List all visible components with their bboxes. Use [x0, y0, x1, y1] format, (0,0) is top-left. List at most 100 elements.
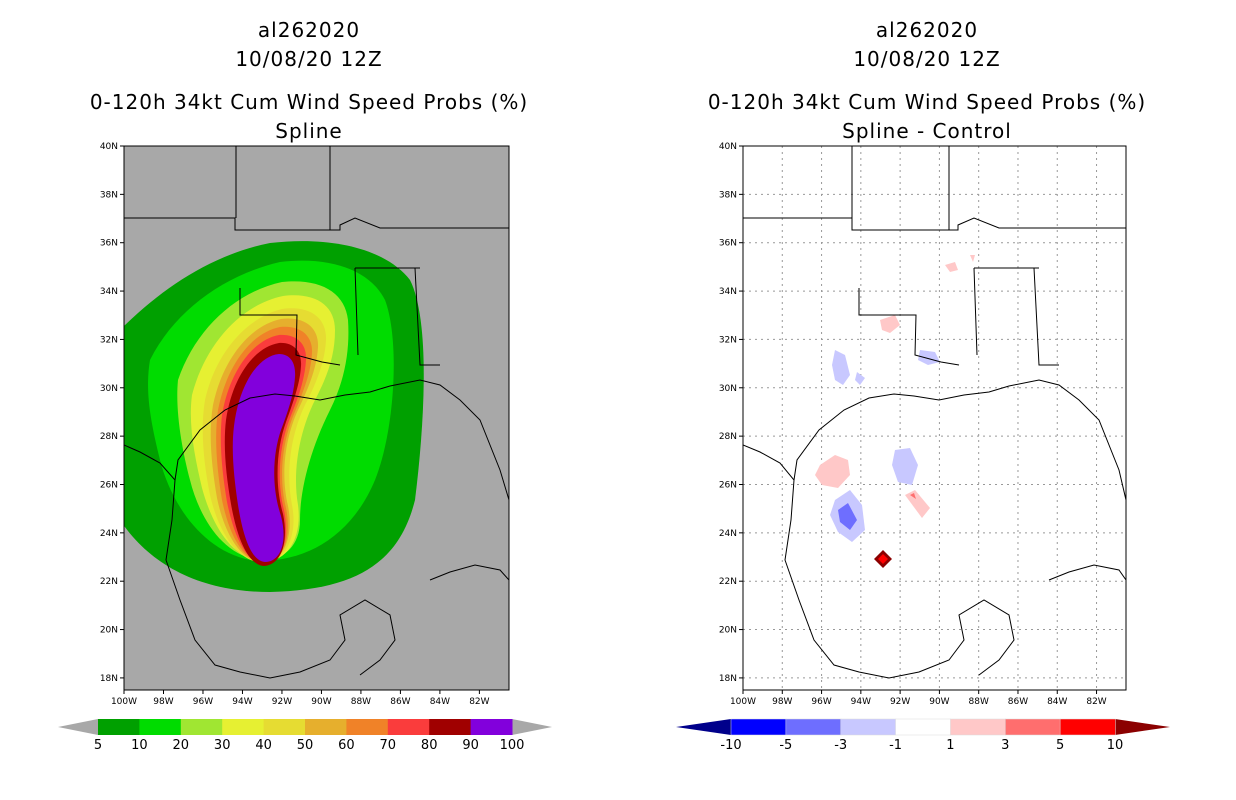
left-coastlines [124, 146, 509, 679]
colorbar-high-arrow [1115, 719, 1170, 735]
diff-pos-blob-5 [905, 490, 930, 518]
colorbar-low-arrow [58, 719, 98, 735]
colorbar-label: 5 [1056, 738, 1064, 753]
lon-label: 90W [311, 697, 331, 707]
colorbar-label: 10 [131, 738, 148, 753]
lat-label: 18N [719, 674, 737, 684]
colorbar-swatch [1059, 718, 1116, 736]
left-storm-id: al262020 [257, 18, 361, 42]
lon-label: 84W [1047, 697, 1067, 707]
lat-label: 24N [100, 529, 118, 539]
colorbar-swatch [387, 719, 430, 735]
left-init-time: 10/08/20 12Z [235, 47, 383, 71]
diff-neg-core [838, 503, 857, 530]
lat-label: 24N [719, 529, 737, 539]
colorbar-label: 100 [500, 738, 525, 753]
lon-label: 94W [851, 697, 871, 707]
colorbar-swatch [785, 718, 842, 736]
diff-neg-blob-1 [832, 350, 850, 385]
us-coastline [174, 379, 509, 501]
colorbar-swatch [139, 719, 182, 735]
right-colorbar: -10 -5 -3 -1 1 3 5 10 [676, 718, 1170, 753]
lon-label: 100W [730, 697, 756, 707]
lat-label: 26N [719, 480, 737, 490]
left-probability-contours [124, 241, 424, 592]
colorbar-label: -1 [889, 738, 902, 753]
colorbar-label: 1 [946, 738, 954, 753]
lat-label: 34N [100, 287, 118, 297]
diff-pos-blob-1 [880, 315, 900, 333]
right-lon-ticks: 100W 98W 96W 94W 92W 90W 88W 86W 84W 82W [730, 690, 1107, 707]
prob-contour-90 [232, 354, 296, 562]
left-colorbar: 5 10 20 30 40 50 60 70 80 90 100 [58, 719, 552, 753]
right-difference-contours [815, 255, 975, 568]
lon-label: 88W [351, 697, 371, 707]
colorbar-label: 3 [1001, 738, 1009, 753]
diff-neg-blob-4 [892, 448, 918, 485]
lon-label: 98W [153, 697, 173, 707]
left-panel-title: al262020 10/08/20 12Z [0, 16, 618, 74]
lon-label: 82W [469, 697, 489, 707]
diff-neg-blob-2 [918, 350, 940, 365]
lat-label: 38N [719, 190, 737, 200]
lat-label: 32N [719, 335, 737, 345]
colorbar-swatch [263, 719, 306, 735]
colorbar-low-arrow [676, 719, 731, 735]
colorbar-swatch [840, 718, 897, 736]
colorbar-label: 20 [173, 738, 190, 753]
colorbar-swatch [470, 719, 513, 735]
colorbar-label: 5 [94, 738, 102, 753]
diff-pos-blob-3 [970, 255, 975, 262]
diff-pos-blob-4 [815, 455, 850, 488]
colorbar-label: 80 [421, 738, 438, 753]
colorbar-label: 60 [338, 738, 355, 753]
lat-label: 28N [719, 432, 737, 442]
colorbar-label: 70 [380, 738, 397, 753]
lon-label: 86W [390, 697, 410, 707]
state-borders-r [743, 146, 1126, 366]
lat-label: 34N [719, 287, 737, 297]
lon-label: 82W [1086, 697, 1106, 707]
lat-label: 40N [100, 142, 118, 152]
left-product-name: 0-120h 34kt Cum Wind Speed Probs (%) [89, 90, 529, 114]
lon-label: 96W [811, 697, 831, 707]
left-lat-ticks: 40N 38N 36N 34N 32N 30N 28N 26N 24N 22N 20N 18N [100, 142, 124, 684]
colorbar-swatch [180, 719, 223, 735]
lat-label: 30N [719, 384, 737, 394]
left-lon-ticks: 100W 98W 96W 94W 92W 90W 88W 86W 84W 82W [111, 690, 490, 707]
right-panel-title: al262020 10/08/20 12Z [618, 16, 1236, 74]
right-init-time: 10/08/20 12Z [853, 47, 1001, 71]
lon-label: 88W [969, 697, 989, 707]
diff-pos-small [910, 493, 916, 499]
lat-label: 26N [100, 480, 118, 490]
lat-label: 40N [719, 142, 737, 152]
right-coastlines [743, 146, 1126, 679]
lat-label: 28N [100, 432, 118, 442]
lon-label: 90W [929, 697, 949, 707]
colorbar-swatch [429, 719, 472, 735]
right-lat-ticks: 40N 38N 36N 34N 32N 30N 28N 26N 24N 22N 20N 18N [719, 142, 743, 684]
lon-label: 92W [272, 697, 292, 707]
diff-pos-blob-2 [945, 262, 958, 272]
left-panel-subtitle: 0-120h 34kt Cum Wind Speed Probs (%) Spl… [0, 88, 618, 146]
lon-label: 84W [430, 697, 450, 707]
colorbar-label: 10 [1107, 738, 1124, 753]
right-map-frame [742, 145, 1127, 691]
colorbar-label: 90 [462, 738, 479, 753]
lon-label: 100W [111, 697, 137, 707]
right-map: 40N 38N 36N 34N 32N 30N 28N 26N 24N 22N 20N 18N 100… [719, 142, 1127, 707]
colorbar-label: -10 [720, 738, 741, 753]
lat-label: 30N [100, 384, 118, 394]
lat-label: 20N [719, 626, 737, 636]
right-method: Spline - Control [842, 119, 1012, 143]
colorbar-swatch [305, 719, 347, 735]
diff-pos-diamond-inner [878, 554, 888, 564]
colorbar-swatch [895, 718, 952, 736]
left-method: Spline [275, 119, 343, 143]
lon-label: 86W [1008, 697, 1028, 707]
colorbar-label: 40 [255, 738, 272, 753]
lat-label: 22N [719, 577, 737, 587]
gulf-coastline-r [743, 444, 1015, 679]
colorbar-swatch [730, 718, 787, 736]
left-map: 40N 38N 36N 34N 32N 30N 28N 26N 24N 22N 20N 18N 100… [100, 142, 510, 707]
